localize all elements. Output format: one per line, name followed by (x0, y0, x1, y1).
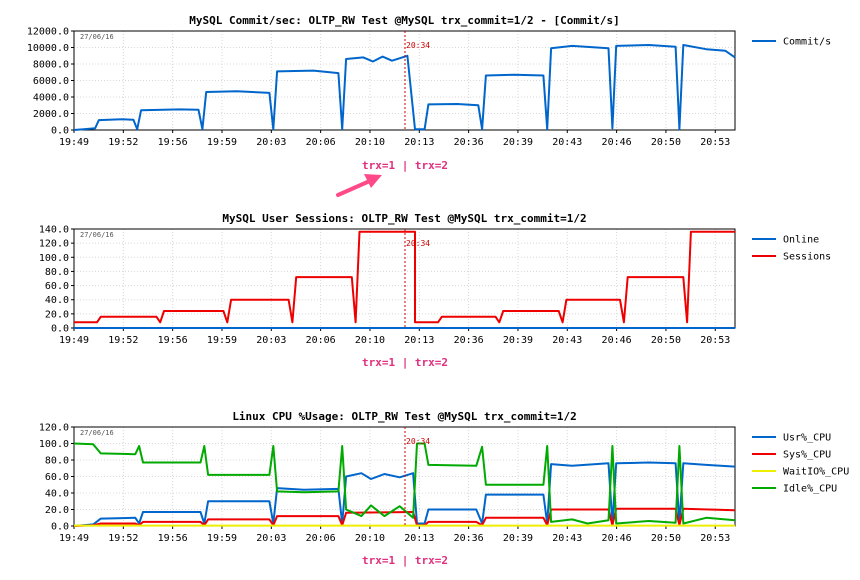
x-tick-label: 20:36 (454, 335, 484, 346)
x-tick-label: 20:06 (306, 335, 336, 346)
trx-annotation: trx=1 | trx=2 (362, 159, 448, 172)
x-tick-label: 20:53 (700, 137, 730, 148)
trx-annotation: trx=1 | trx=2 (362, 356, 448, 369)
y-tick-label: 140.0 (39, 225, 69, 236)
y-tick-label: 10000.0 (27, 43, 69, 54)
x-tick-label: 19:49 (59, 533, 89, 544)
x-tick-label: 19:56 (158, 137, 188, 148)
arrow-head (364, 174, 382, 188)
y-tick-label: 120.0 (39, 423, 69, 434)
x-tick-label: 19:52 (108, 335, 138, 346)
x-tick-label: 20:13 (404, 335, 434, 346)
y-tick-label: 40.0 (45, 295, 69, 306)
legend-label: Online (783, 235, 819, 246)
y-tick-label: 80.0 (45, 267, 69, 278)
legend-label: Commit/s (783, 37, 831, 48)
y-tick-label: 4000.0 (33, 93, 69, 104)
x-tick-label: 20:43 (552, 335, 582, 346)
chart-title: MySQL Commit/sec: OLTP_RW Test @MySQL tr… (189, 14, 619, 27)
x-tick-label: 20:03 (256, 533, 286, 544)
x-tick-label: 20:13 (404, 533, 434, 544)
x-tick-label: 20:10 (355, 335, 385, 346)
chart-2: MySQL User Sessions: OLTP_RW Test @MySQL… (39, 212, 831, 369)
x-tick-label: 19:52 (108, 533, 138, 544)
y-tick-label: 0.0 (51, 126, 69, 137)
x-tick-label: 20:53 (700, 335, 730, 346)
x-tick-label: 20:46 (602, 533, 632, 544)
x-tick-label: 19:56 (158, 335, 188, 346)
y-tick-label: 100.0 (39, 439, 69, 450)
series-line-sys-cpu (73, 507, 736, 527)
y-tick-label: 100.0 (39, 253, 69, 264)
separator-marker-label: 20:34 (406, 437, 430, 446)
x-tick-label: 20:50 (651, 533, 681, 544)
y-tick-label: 120.0 (39, 239, 69, 250)
x-tick-label: 20:06 (306, 137, 336, 148)
chart-title: Linux CPU %Usage: OLTP_RW Test @MySQL tr… (232, 410, 576, 423)
x-tick-label: 20:50 (651, 335, 681, 346)
series-line-commit-s (73, 44, 736, 131)
date-stamp: 27/06/16 (80, 429, 114, 437)
trx-annotation: trx=1 | trx=2 (362, 554, 448, 567)
annotation-arrow-icon (336, 174, 382, 197)
x-tick-label: 19:59 (207, 533, 237, 544)
chart-3: Linux CPU %Usage: OLTP_RW Test @MySQL tr… (39, 410, 849, 567)
y-tick-label: 20.0 (45, 309, 69, 320)
x-tick-label: 20:03 (256, 335, 286, 346)
x-tick-label: 20:39 (503, 533, 533, 544)
legend-label: Sessions (783, 252, 831, 263)
x-tick-label: 19:52 (108, 137, 138, 148)
y-tick-label: 0.0 (51, 324, 69, 335)
x-tick-label: 19:56 (158, 533, 188, 544)
x-tick-label: 20:46 (602, 137, 632, 148)
x-tick-label: 20:46 (602, 335, 632, 346)
x-tick-label: 20:43 (552, 533, 582, 544)
x-tick-label: 20:03 (256, 137, 286, 148)
y-tick-label: 8000.0 (33, 60, 69, 71)
separator-marker-label: 20:34 (406, 41, 430, 50)
x-tick-label: 20:50 (651, 137, 681, 148)
x-tick-label: 20:36 (454, 533, 484, 544)
series-line-idle-cpu (73, 442, 736, 525)
x-tick-label: 19:49 (59, 335, 89, 346)
legend-label: Idle%_CPU (783, 484, 837, 495)
y-tick-label: 6000.0 (33, 76, 69, 87)
legend-label: Usr%_CPU (783, 433, 831, 444)
x-tick-label: 20:43 (552, 137, 582, 148)
x-tick-label: 20:39 (503, 137, 533, 148)
x-tick-label: 19:49 (59, 137, 89, 148)
date-stamp: 27/06/16 (80, 231, 114, 239)
arrow-shaft (336, 178, 374, 197)
legend-label: Sys%_CPU (783, 450, 831, 461)
x-tick-label: 20:36 (454, 137, 484, 148)
x-tick-label: 20:53 (700, 533, 730, 544)
y-tick-label: 2000.0 (33, 109, 69, 120)
x-tick-label: 19:59 (207, 137, 237, 148)
x-tick-label: 20:10 (355, 533, 385, 544)
y-tick-label: 60.0 (45, 281, 69, 292)
y-tick-label: 20.0 (45, 505, 69, 516)
y-tick-label: 0.0 (51, 522, 69, 533)
separator-marker-label: 20:34 (406, 239, 430, 248)
legend-label: WaitIO%_CPU (783, 467, 849, 478)
y-tick-label: 12000.0 (27, 27, 69, 38)
x-tick-label: 20:13 (404, 137, 434, 148)
series-line-sessions (74, 230, 735, 324)
x-tick-label: 19:59 (207, 335, 237, 346)
y-tick-label: 40.0 (45, 489, 69, 500)
y-tick-label: 80.0 (45, 456, 69, 467)
x-tick-label: 20:06 (306, 533, 336, 544)
y-tick-label: 60.0 (45, 472, 69, 483)
x-tick-label: 20:10 (355, 137, 385, 148)
chart-1: MySQL Commit/sec: OLTP_RW Test @MySQL tr… (27, 14, 831, 172)
date-stamp: 27/06/16 (80, 33, 114, 41)
chart-title: MySQL User Sessions: OLTP_RW Test @MySQL… (222, 212, 586, 225)
x-tick-label: 20:39 (503, 335, 533, 346)
